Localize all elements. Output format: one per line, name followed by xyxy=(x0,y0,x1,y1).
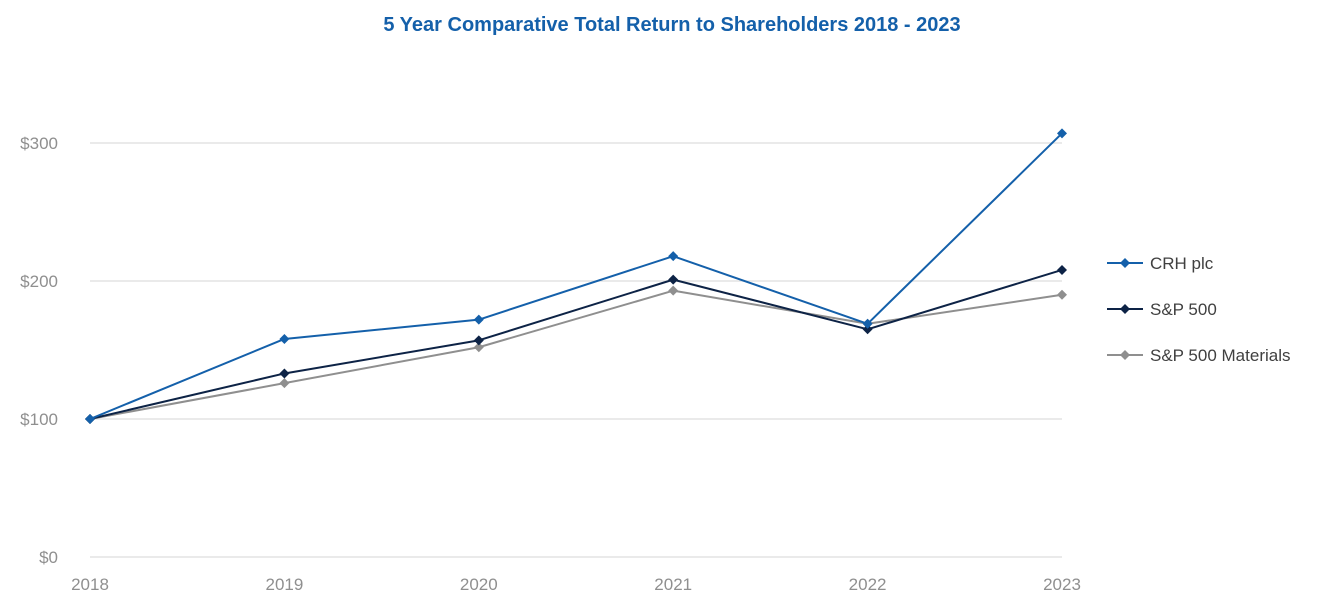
legend-label: S&P 500 xyxy=(1150,300,1217,319)
data-point-sandp-500-2022 xyxy=(862,324,873,335)
legend-item-crh-plc: CRH plc xyxy=(1107,254,1214,273)
legend-label: CRH plc xyxy=(1150,254,1214,273)
series-line-crh-plc xyxy=(89,132,1063,420)
data-point-sandp-500-2023 xyxy=(1057,264,1067,275)
x-tick-label: 2018 xyxy=(71,575,109,594)
y-tick-label: $100 xyxy=(20,410,58,429)
grid-layer xyxy=(90,142,1062,558)
legend-item-sandp-500: S&P 500 xyxy=(1107,300,1217,319)
legend-marker xyxy=(1120,304,1130,314)
legend-item-sandp-500-materials: S&P 500 Materials xyxy=(1107,346,1290,365)
x-tick-label: 2019 xyxy=(265,575,303,594)
chart-title: 5 Year Comparative Total Return to Share… xyxy=(383,14,961,36)
data-point-crh-plc-2022 xyxy=(862,318,873,329)
data-point-sandp-500-2021 xyxy=(668,274,679,285)
data-point-crh-plc-2020 xyxy=(473,314,484,325)
data-point-crh-plc-2023 xyxy=(1057,128,1067,139)
series-line-sandp-500 xyxy=(89,269,1063,420)
legend-marker xyxy=(1120,350,1130,360)
data-point-sandp-500-materials-2021 xyxy=(668,285,679,296)
x-tick-label: 2023 xyxy=(1043,575,1081,594)
data-point-sandp-500-materials-2019 xyxy=(279,378,290,389)
data-point-sandp-500-materials-2020 xyxy=(473,342,484,353)
legend: CRH plc S&P 500 S&P 500 Materials xyxy=(1107,254,1290,365)
data-point-crh-plc-2018 xyxy=(85,414,95,424)
y-tick-label: $200 xyxy=(20,272,58,291)
data-point-crh-plc-2021 xyxy=(668,251,679,262)
y-tick-label: $0 xyxy=(39,548,58,567)
x-tick-label: 2022 xyxy=(849,575,887,594)
series-sandp-500-materials xyxy=(85,285,1067,424)
data-point-sandp-500-materials-2023 xyxy=(1057,289,1067,300)
series-layer xyxy=(85,128,1067,424)
x-axis: 2018 2019 2020 2021 2022 2023 xyxy=(71,575,1081,594)
legend-label: S&P 500 Materials xyxy=(1150,346,1290,365)
data-point-sandp-500-2020 xyxy=(473,335,484,346)
series-crh-plc xyxy=(85,128,1067,424)
x-tick-label: 2020 xyxy=(460,575,498,594)
y-tick-label: $300 xyxy=(20,134,58,153)
legend-marker xyxy=(1120,258,1130,268)
data-point-sandp-500-2019 xyxy=(279,368,290,379)
data-point-crh-plc-2019 xyxy=(279,333,290,344)
y-axis: $0 $100 $200 $300 xyxy=(20,134,58,567)
x-tick-label: 2021 xyxy=(654,575,692,594)
